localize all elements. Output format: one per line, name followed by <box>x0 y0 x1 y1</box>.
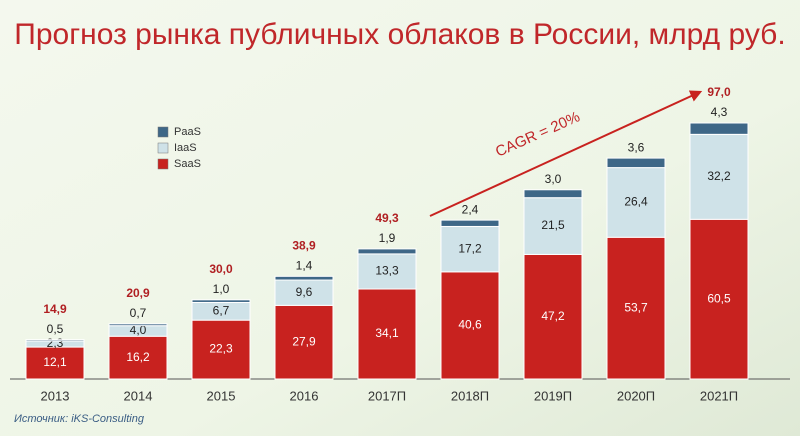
bar-segment <box>606 167 666 238</box>
value-label: 26,4 <box>624 195 648 209</box>
x-tick-label: 2014 <box>124 388 153 403</box>
value-label: 16,2 <box>126 350 150 364</box>
legend-swatch <box>157 126 169 138</box>
x-tick-label: 2013 <box>41 388 70 403</box>
x-tick-label: 2015 <box>207 388 236 403</box>
x-tick-label: 2020П <box>617 388 655 403</box>
legend-label: IaaS <box>174 142 197 154</box>
total-label: 97,0 <box>707 85 731 99</box>
value-label: 1,4 <box>296 259 313 273</box>
bar-segment <box>440 225 500 273</box>
total-label: 14,9 <box>43 302 67 316</box>
legend-label: PaaS <box>174 126 201 138</box>
x-tick-label: 2016 <box>290 388 319 403</box>
legend-label: SaaS <box>174 158 201 170</box>
bar-segment <box>689 133 749 220</box>
bar-segment <box>274 304 334 380</box>
x-tick-label: 2019П <box>534 388 572 403</box>
bar-segment <box>523 197 583 255</box>
value-label: 17,2 <box>458 241 482 255</box>
x-tick-label: 2021П <box>700 388 738 403</box>
value-label: 4,0 <box>130 323 147 337</box>
bar-segment <box>108 323 168 327</box>
value-label: 9,6 <box>296 285 313 299</box>
value-label: 12,1 <box>43 355 67 369</box>
bar-segment <box>357 248 417 255</box>
cagr-arrow <box>429 90 703 217</box>
value-label: 21,5 <box>541 218 565 232</box>
value-label: 3,0 <box>545 172 562 186</box>
value-label: 32,2 <box>707 169 731 183</box>
value-label: 1,0 <box>213 282 230 296</box>
bar-segment <box>606 157 666 169</box>
value-label: 1,9 <box>379 231 396 245</box>
bar-segment <box>523 253 583 380</box>
bar-segment <box>191 299 251 303</box>
legend-swatch <box>157 158 169 170</box>
bar-segment <box>25 346 85 380</box>
bar-segment <box>606 236 666 380</box>
bar-segment <box>274 275 334 281</box>
value-label: 22,3 <box>209 342 233 356</box>
bar-segment <box>440 271 500 380</box>
value-label: 2,4 <box>462 202 479 216</box>
chart-title: Прогноз рынка публичных облаков в России… <box>14 18 785 51</box>
value-label: 34,1 <box>375 326 399 340</box>
bar-segment <box>689 218 749 380</box>
value-label: 40,6 <box>458 318 482 332</box>
value-label: 47,2 <box>541 309 565 323</box>
value-label: 27,9 <box>292 334 316 348</box>
value-label: 2,3 <box>47 336 64 350</box>
bar-segment <box>108 335 168 380</box>
legend-swatch <box>157 142 169 154</box>
value-label: 0,7 <box>130 306 147 320</box>
value-label: 13,3 <box>375 264 399 278</box>
total-label: 20,9 <box>126 286 150 300</box>
value-label: 0,5 <box>47 322 64 336</box>
bar-segment <box>357 288 417 380</box>
bar-segment <box>689 122 749 135</box>
source: Источник: iKS-Consulting <box>14 413 145 425</box>
value-label: 4,3 <box>711 105 728 119</box>
value-label: 3,6 <box>628 140 645 154</box>
bar-segment <box>274 279 334 306</box>
bar-segment <box>25 339 85 342</box>
value-label: 6,7 <box>213 303 230 317</box>
value-label: 53,7 <box>624 300 648 314</box>
total-label: 38,9 <box>292 239 316 253</box>
bar-segment <box>191 319 251 380</box>
bar-segment <box>523 189 583 199</box>
x-tick-label: 2018П <box>451 388 489 403</box>
total-label: 49,3 <box>375 211 399 225</box>
value-label: 60,5 <box>707 291 731 305</box>
x-tick-label: 2017П <box>368 388 406 403</box>
total-label: 30,0 <box>209 262 233 276</box>
bar-segment <box>440 219 500 227</box>
